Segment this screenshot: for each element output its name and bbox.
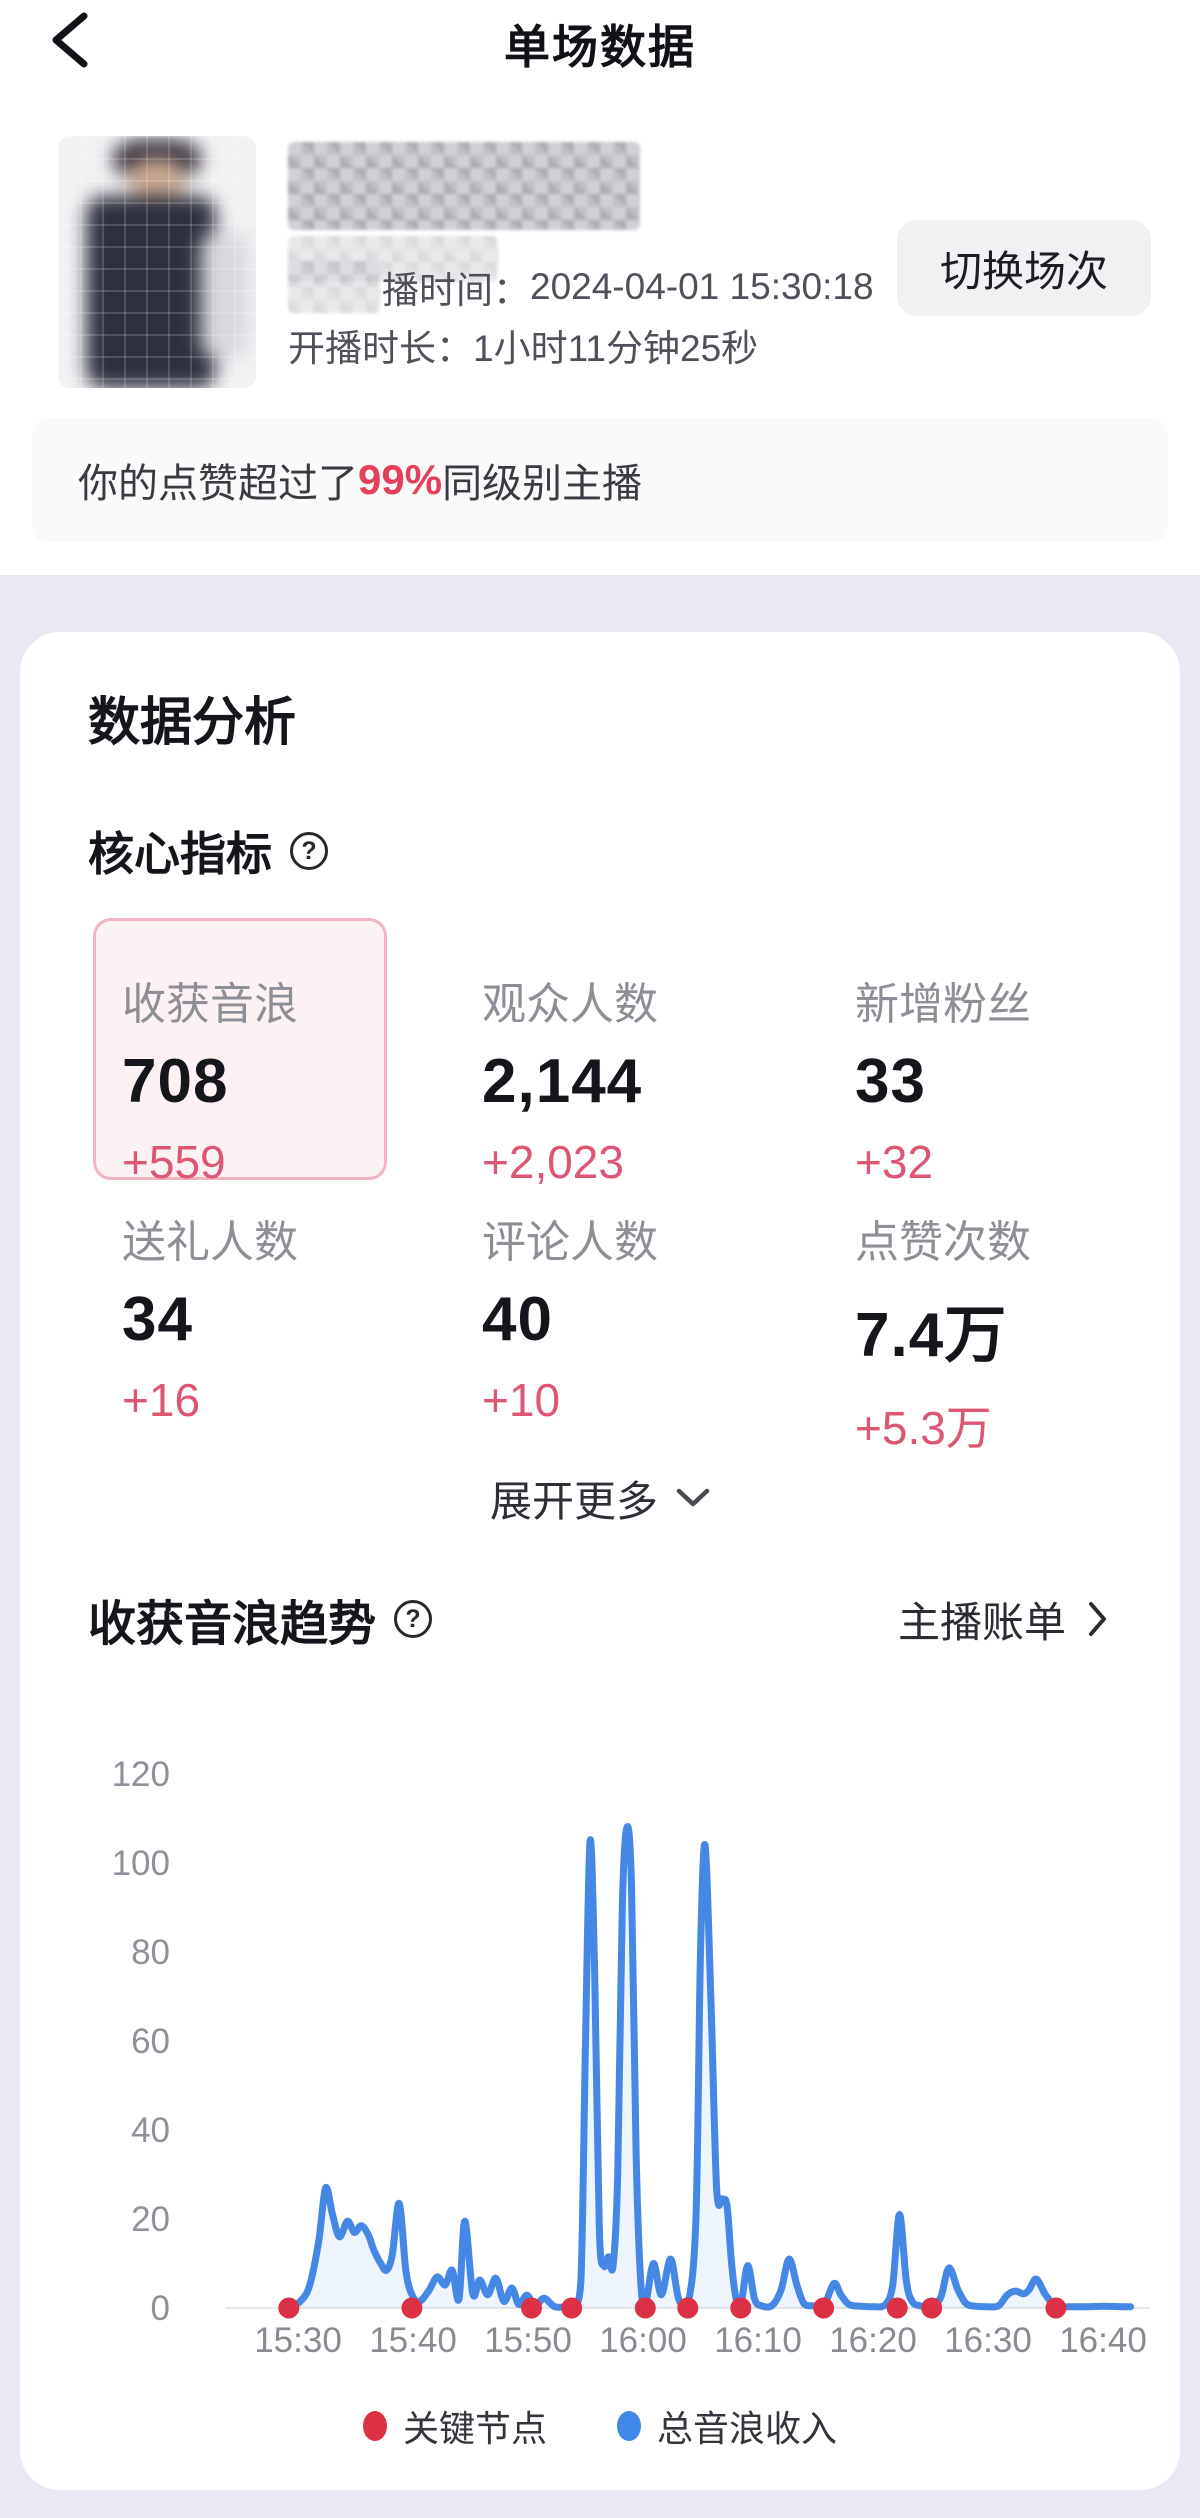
label-mosaic bbox=[288, 261, 380, 313]
profile-section: 播时间： 2024-04-01 15:30:18 开播时长： 1小时11分钟25… bbox=[0, 88, 1200, 418]
key-node-dot[interactable] bbox=[1045, 2297, 1067, 2319]
metric-cell-selected[interactable]: 收获音浪 708 +559 bbox=[122, 968, 452, 1189]
metric-value: 708 bbox=[122, 1047, 229, 1116]
metric-value: 33 bbox=[855, 1047, 926, 1116]
banner-suffix: 同级别主播 bbox=[442, 462, 643, 506]
metric-label: 新增粉丝 bbox=[855, 980, 1031, 1029]
live-start-time-label: 播时间： bbox=[382, 270, 530, 311]
key-node-dot[interactable] bbox=[886, 2297, 908, 2319]
trend-title-group: 收获音浪趋势 ? bbox=[88, 1584, 433, 1654]
host-name-mosaic bbox=[288, 142, 640, 230]
avatar-blur-layer bbox=[58, 136, 256, 388]
key-node-marker bbox=[362, 2411, 387, 2441]
avatar-pixelation-overlay bbox=[58, 136, 256, 388]
metric-label: 送礼人数 bbox=[122, 1218, 298, 1267]
key-node-dot[interactable] bbox=[813, 2297, 835, 2319]
metric-value: 7.4万 bbox=[855, 1301, 1008, 1370]
legend-item-key-nodes: 关键节点 bbox=[362, 2400, 547, 2452]
expand-more-label: 展开更多 bbox=[489, 1477, 658, 1525]
metric-cell[interactable]: 观众人数 2,144 +2,023 bbox=[482, 968, 812, 1189]
key-node-dot[interactable] bbox=[921, 2297, 943, 2319]
live-duration-row: 开播时长： 1小时11分钟25秒 bbox=[288, 320, 758, 370]
legend-label: 关键节点 bbox=[402, 2408, 547, 2449]
data-analysis-card: 数据分析 核心指标 ? 收获音浪 708 +559 观众人数 2,144 +2,023 新增… bbox=[20, 632, 1180, 2490]
x-axis-label: 15:50 bbox=[484, 2321, 572, 2360]
x-axis-label: 15:30 bbox=[254, 2321, 342, 2360]
banner-percentage: 99% bbox=[358, 456, 443, 503]
legend-item-total-revenue: 总音浪收入 bbox=[617, 2400, 837, 2452]
help-question-icon[interactable]: ? bbox=[394, 1600, 433, 1638]
x-axis-label: 16:20 bbox=[829, 2321, 917, 2360]
chevron-left-icon bbox=[52, 12, 88, 68]
expand-more-button[interactable]: 展开更多 bbox=[20, 1470, 1180, 1526]
core-metrics-header: 核心指标 ? bbox=[88, 818, 328, 884]
y-axis-label: 120 bbox=[112, 1755, 170, 1794]
metric-delta: +559 bbox=[122, 1136, 226, 1188]
key-node-dot[interactable] bbox=[401, 2297, 423, 2319]
y-axis-label: 0 bbox=[151, 2289, 170, 2328]
host-subtitle-mosaic bbox=[288, 236, 498, 282]
legend-label: 总音浪收入 bbox=[657, 2408, 838, 2449]
metric-cell[interactable]: 送礼人数 34 +16 bbox=[122, 1206, 452, 1427]
x-axis-label: 16:30 bbox=[944, 2321, 1032, 2360]
selected-metric-outline bbox=[93, 918, 387, 1180]
page-title: 单场数据 bbox=[504, 21, 696, 73]
revenue-marker bbox=[617, 2411, 641, 2441]
x-axis-label: 16:10 bbox=[714, 2321, 802, 2360]
trend-section-title: 收获音浪趋势 bbox=[88, 1598, 377, 1651]
live-start-time-row: 播时间： 2024-04-01 15:30:18 bbox=[288, 260, 874, 314]
chart-legend: 关键节点 总音浪收入 bbox=[20, 2400, 1180, 2452]
y-axis-label: 100 bbox=[112, 1844, 170, 1883]
key-node-dot[interactable] bbox=[521, 2297, 542, 2319]
x-axis-label: 16:40 bbox=[1059, 2321, 1147, 2360]
key-node-dot[interactable] bbox=[278, 2297, 300, 2319]
metric-delta: +16 bbox=[122, 1374, 201, 1426]
key-node-dot[interactable] bbox=[730, 2297, 752, 2319]
metric-delta: +5.3万 bbox=[855, 1402, 992, 1454]
chevron-down-icon bbox=[676, 1488, 710, 1507]
core-metrics-title: 核心指标 bbox=[88, 828, 272, 880]
metric-cell[interactable]: 新增粉丝 33 +32 bbox=[855, 968, 1185, 1189]
chevron-right-icon bbox=[1089, 1602, 1106, 1636]
key-node-dot[interactable] bbox=[634, 2297, 656, 2319]
metric-label: 点赞次数 bbox=[855, 1218, 1031, 1267]
analysis-section-title: 数据分析 bbox=[88, 694, 297, 752]
likes-rank-banner: 你的点赞超过了 99% 同级别主播 bbox=[32, 418, 1168, 542]
banner-prefix: 你的点赞超过了 bbox=[78, 462, 358, 506]
metric-cell[interactable]: 点赞次数 7.4万 +5.3万 bbox=[855, 1206, 1185, 1458]
metric-value: 2,144 bbox=[482, 1047, 643, 1116]
live-start-time-value: 2024-04-01 15:30:18 bbox=[530, 266, 874, 307]
y-axis-label: 60 bbox=[131, 2022, 170, 2061]
metric-label: 收获音浪 bbox=[122, 980, 298, 1029]
key-node-dot[interactable] bbox=[677, 2297, 699, 2319]
help-question-icon[interactable]: ? bbox=[290, 832, 328, 870]
y-axis-label: 80 bbox=[131, 1933, 170, 1972]
x-axis-label: 16:00 bbox=[599, 2321, 687, 2360]
metric-cell[interactable]: 评论人数 40 +10 bbox=[482, 1206, 812, 1427]
y-axis-label: 20 bbox=[131, 2200, 170, 2239]
host-bill-link[interactable]: 主播账单 bbox=[898, 1589, 1108, 1650]
metric-value: 34 bbox=[122, 1285, 193, 1354]
avatar bbox=[58, 136, 256, 388]
trend-header: 收获音浪趋势 ? 主播账单 bbox=[88, 1584, 1108, 1654]
revenue-trend-chart: 0 20 40 60 80 100 120 15:30 15:40 15:50 16:00 16:10… bbox=[65, 1732, 1155, 2392]
x-axis-label: 15:40 bbox=[369, 2321, 457, 2360]
metric-delta: +10 bbox=[482, 1374, 561, 1426]
host-bill-label: 主播账单 bbox=[897, 1598, 1066, 1646]
metric-value: 40 bbox=[482, 1285, 553, 1354]
metric-delta: +32 bbox=[855, 1136, 934, 1188]
live-duration-value: 1小时11分钟25秒 bbox=[473, 328, 759, 369]
live-duration-label: 开播时长： bbox=[288, 328, 473, 369]
metric-label: 评论人数 bbox=[482, 1218, 658, 1267]
metric-delta: +2,023 bbox=[482, 1136, 624, 1188]
switch-session-button[interactable]: 切换场次 bbox=[897, 220, 1151, 316]
header: 单场数据 bbox=[0, 0, 1200, 88]
metric-label: 观众人数 bbox=[482, 980, 658, 1029]
y-axis-label: 40 bbox=[131, 2111, 170, 2150]
trend-line-chart-svg: 0 20 40 60 80 100 120 15:30 15:40 15:50 16:00 16:10… bbox=[112, 1755, 1150, 2360]
back-button[interactable] bbox=[38, 8, 98, 72]
key-node-dot[interactable] bbox=[561, 2297, 583, 2319]
